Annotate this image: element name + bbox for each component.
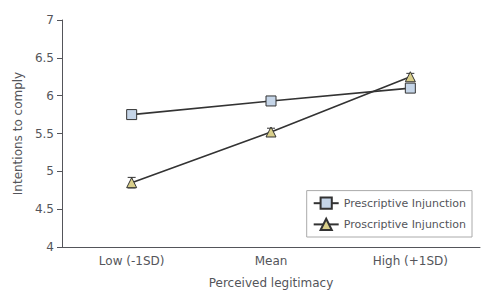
svg-text:Prescriptive Injunction: Prescriptive Injunction xyxy=(344,197,466,210)
svg-text:Proscriptive Injunction: Proscriptive Injunction xyxy=(344,218,466,231)
svg-text:Low (-1SD): Low (-1SD) xyxy=(99,254,165,268)
svg-text:Perceived legitimacy: Perceived legitimacy xyxy=(209,276,334,290)
svg-text:5: 5 xyxy=(46,164,54,178)
svg-text:6: 6 xyxy=(46,89,54,103)
svg-text:High (+1SD): High (+1SD) xyxy=(373,254,448,268)
svg-text:4.5: 4.5 xyxy=(35,202,54,216)
svg-text:Mean: Mean xyxy=(255,254,288,268)
svg-text:5.5: 5.5 xyxy=(35,127,54,141)
svg-text:4: 4 xyxy=(46,240,54,254)
svg-text:6.5: 6.5 xyxy=(35,51,54,65)
svg-text:7: 7 xyxy=(46,13,54,27)
svg-text:Intentions to comply: Intentions to comply xyxy=(11,72,25,195)
